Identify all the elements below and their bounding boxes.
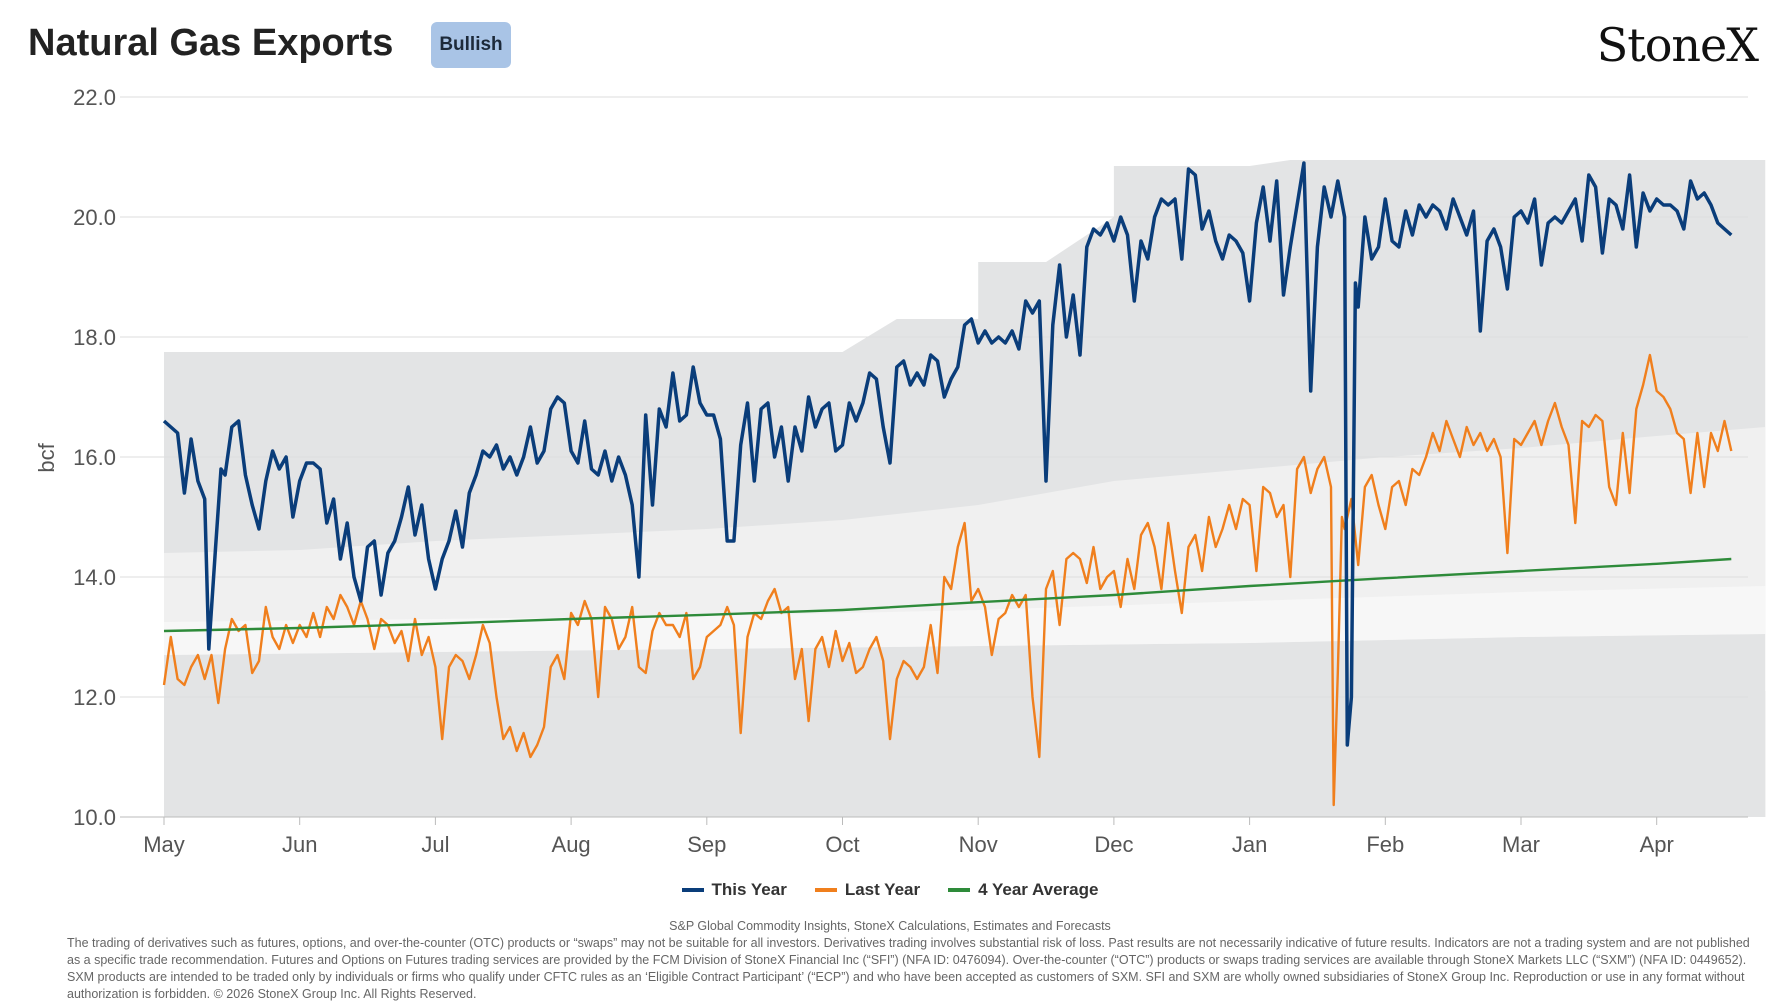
x-tick-label: Mar (1502, 832, 1540, 857)
x-tick-label: Nov (959, 832, 998, 857)
data-source: S&P Global Commodity Insights, StoneX Ca… (669, 919, 1111, 933)
y-tick-label: 10.0 (73, 805, 116, 830)
range-bands (164, 160, 1766, 817)
band-outer (164, 160, 1766, 817)
band-inner (164, 586, 1766, 655)
page-title: Natural Gas Exports (28, 22, 394, 64)
disclaimer-text: The trading of derivatives such as futur… (67, 936, 1750, 1001)
legend-swatch-last-year (814, 888, 837, 892)
x-tick-label: Jun (282, 832, 317, 857)
chart-legend: This Year Last Year 4 Year Average (0, 880, 1780, 900)
stonex-logo: StoneX (1596, 18, 1759, 72)
y-tick-label: 12.0 (73, 685, 116, 710)
x-tick-label: Jul (421, 832, 449, 857)
y-axis-label: bcf (34, 442, 59, 472)
legend-swatch-4-year-average (948, 888, 971, 892)
x-axis-ticks: May Jun Jul Aug Sep Oct Nov Dec Jan Feb Mar Apr (143, 817, 1674, 857)
x-tick-label: Oct (825, 832, 859, 857)
series-line-last-year (162, 353, 1733, 807)
legend-item-last-year[interactable]: Last Year (814, 880, 921, 900)
y-axis-ticks: 10.0 12.0 14.0 16.0 18.0 20.0 22.0 (73, 85, 116, 830)
x-tick-label: Jan (1232, 832, 1267, 857)
legend-item-4-year-average[interactable]: 4 Year Average (948, 880, 1098, 900)
y-tick-label: 18.0 (73, 325, 116, 350)
y-tick-label: 22.0 (73, 85, 116, 110)
legend-swatch-this-year (681, 888, 704, 892)
y-tick-label: 20.0 (73, 205, 116, 230)
legend-item-this-year[interactable]: This Year (681, 880, 787, 900)
series-line-this-year (162, 161, 1733, 747)
x-tick-label: Feb (1366, 832, 1404, 857)
sentiment-badge: Bullish (431, 22, 511, 68)
series-line-4-year-average (163, 557, 1732, 633)
y-tick-label: 16.0 (73, 445, 116, 470)
x-tick-label: Aug (552, 832, 591, 857)
band-lower (164, 691, 1766, 817)
legend-label-this-year: This Year (711, 880, 787, 899)
legend-label-4-year-average: 4 Year Average (978, 880, 1099, 899)
y-tick-label: 14.0 (73, 565, 116, 590)
x-tick-label: Apr (1640, 832, 1674, 857)
x-tick-label: May (143, 832, 185, 857)
grid-lines (120, 96, 1748, 818)
exports-chart: 10.0 12.0 14.0 16.0 18.0 20.0 22.0 May Jun Jul Au… (34, 85, 1766, 857)
legend-label-last-year: Last Year (844, 880, 921, 899)
x-tick-label: Sep (687, 832, 726, 857)
series-lines (162, 161, 1733, 807)
x-tick-label: Dec (1094, 832, 1133, 857)
